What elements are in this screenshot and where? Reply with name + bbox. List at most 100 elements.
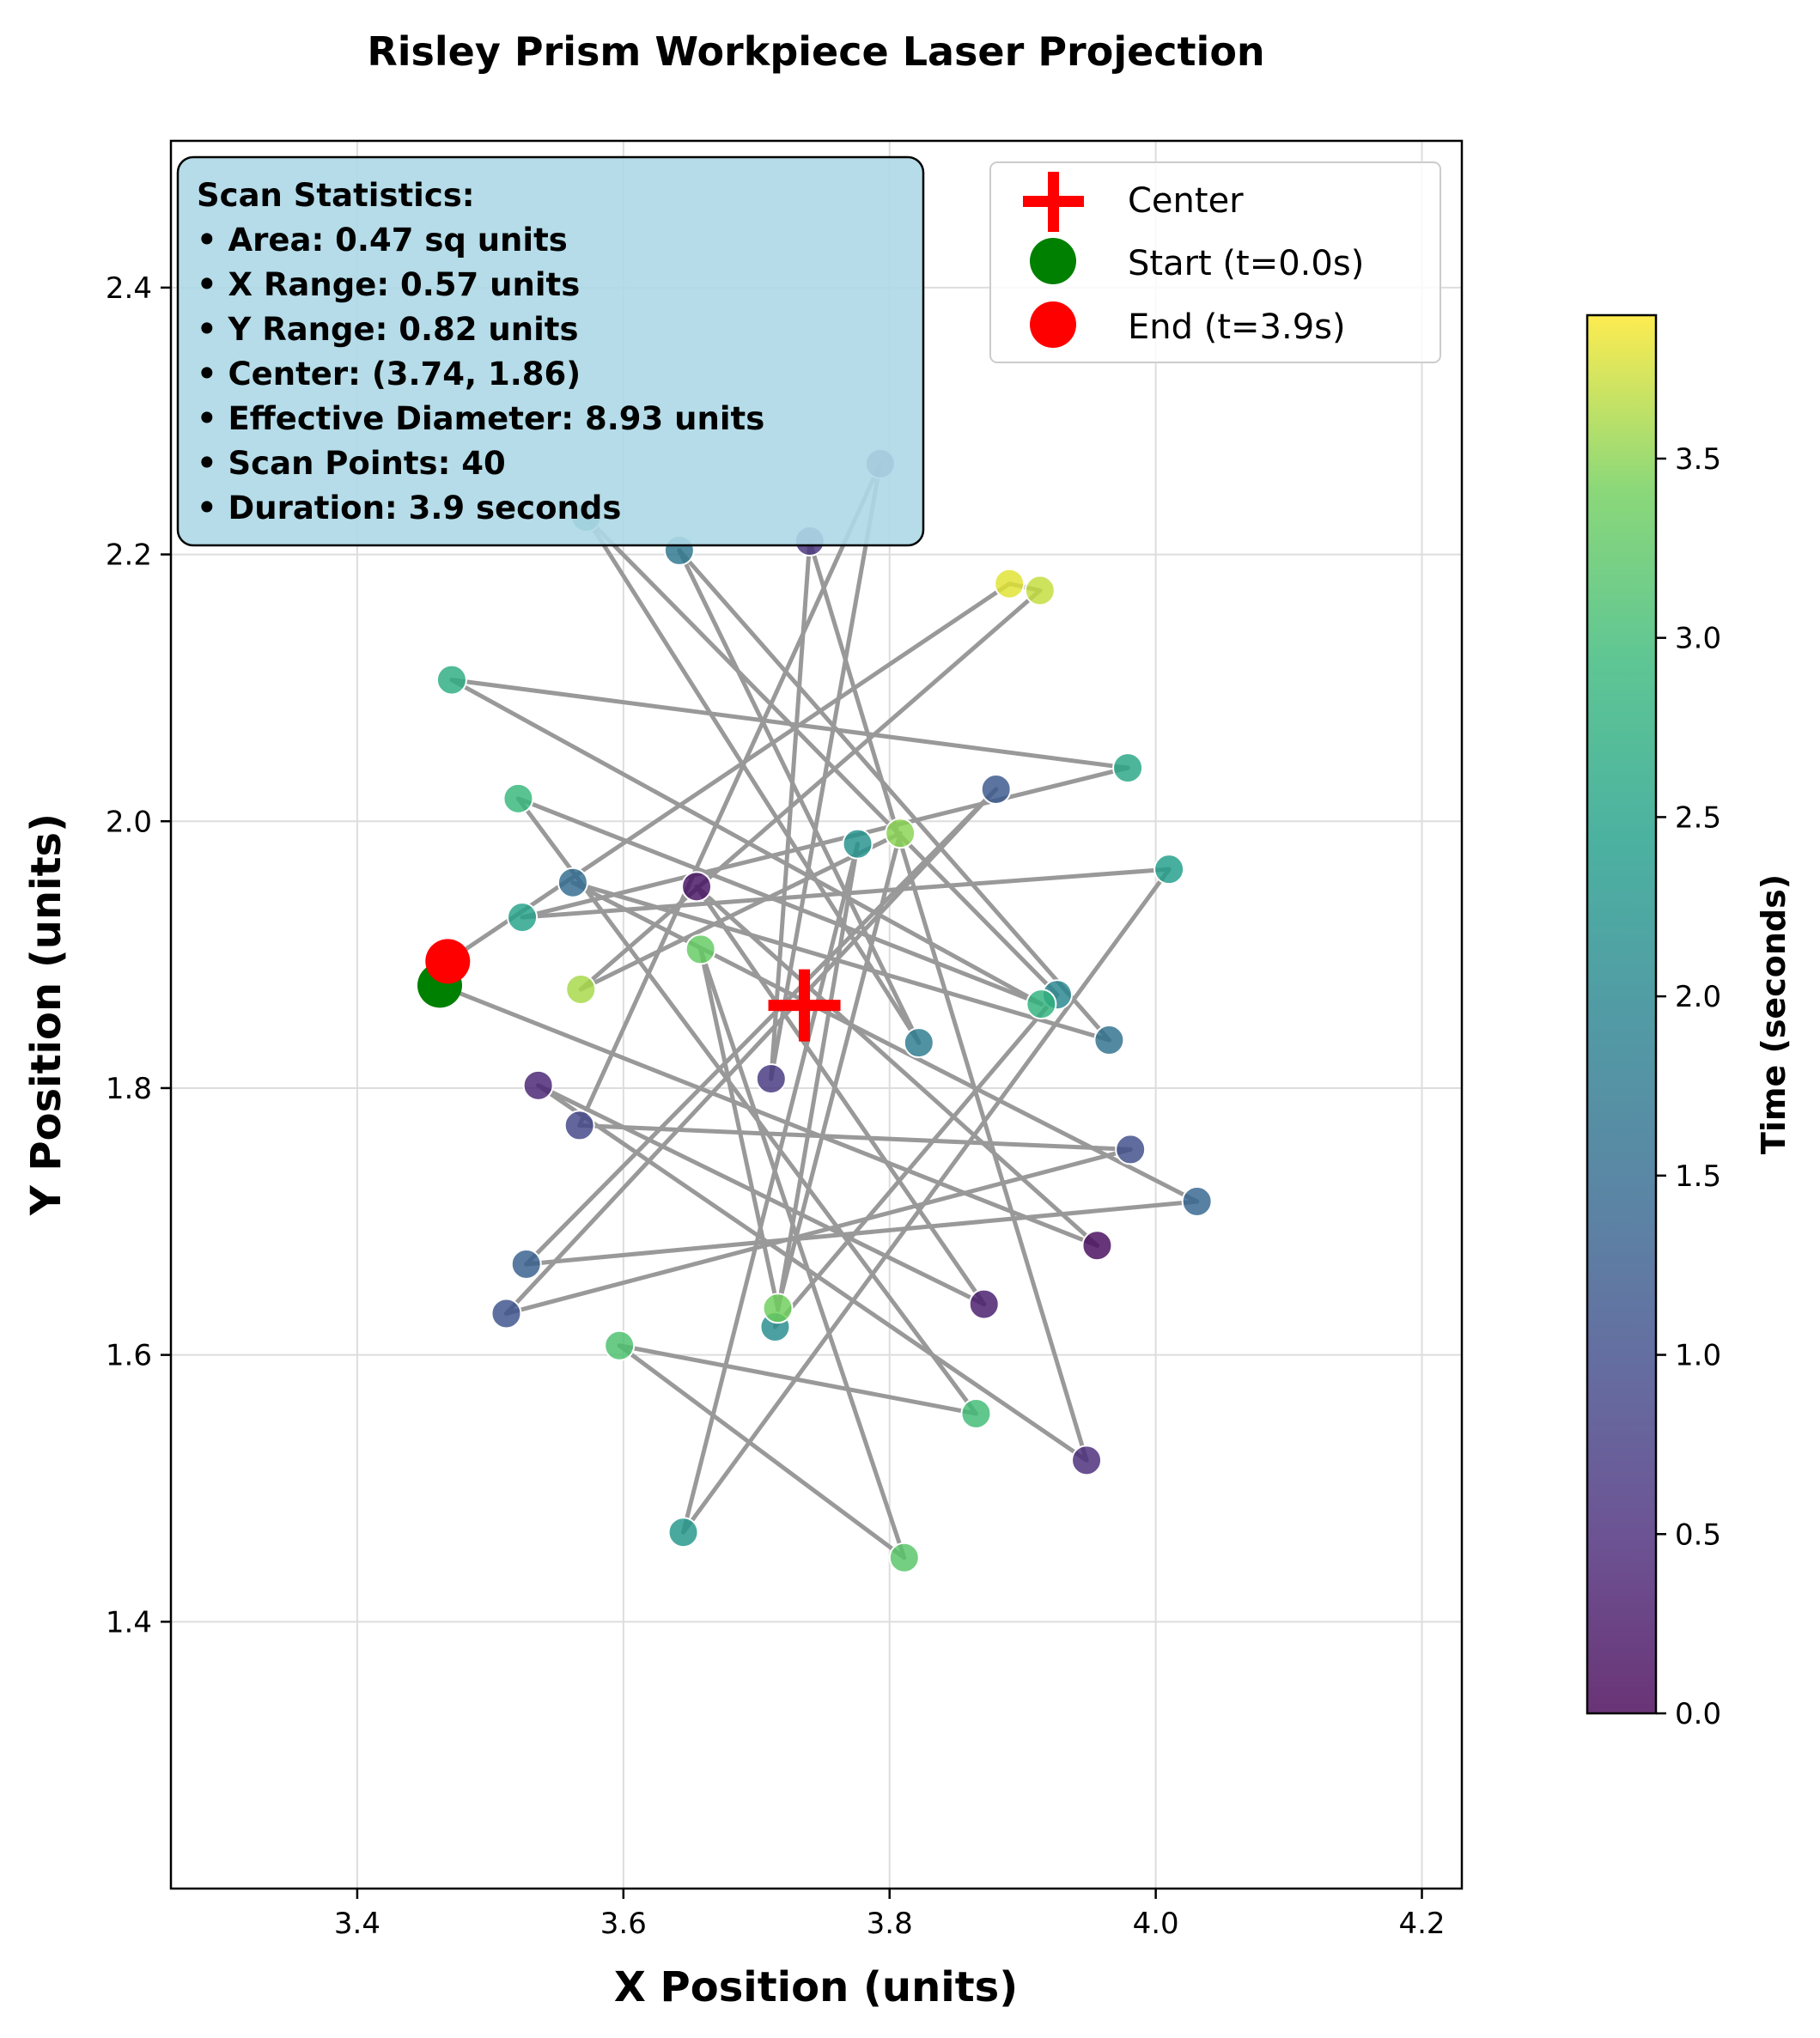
y-tick-label: 1.6	[106, 1339, 152, 1373]
colorbar-ticks: 0.0 0.5 1.0 1.5 2.0 2.5 3.0 3.5	[1656, 442, 1721, 1731]
colorbar-label: Time (seconds)	[1755, 874, 1793, 1154]
colorbar-tick-label: 0.5	[1675, 1518, 1721, 1552]
legend-center-marker	[1023, 172, 1084, 232]
colorbar-tick-label: 2.5	[1675, 800, 1721, 835]
scan-point	[968, 1288, 1000, 1320]
path-segment	[437, 982, 1099, 1248]
scan-point	[888, 1542, 920, 1573]
legend-label-center: Center	[1128, 181, 1244, 221]
legend: Center Start (t=0.0s) End (t=3.9s)	[989, 161, 1441, 363]
scan-point	[1112, 752, 1144, 784]
scan-point	[1093, 1025, 1125, 1056]
scan-point	[507, 902, 539, 934]
path-segment	[515, 796, 978, 1416]
path-segment	[503, 1147, 1133, 1316]
y-tick-label: 1.8	[106, 1072, 152, 1106]
path-segment	[698, 946, 907, 1560]
path-segment	[776, 830, 903, 1311]
end-marker	[425, 939, 471, 984]
legend-frame	[989, 161, 1441, 363]
path-segment	[524, 1199, 1200, 1267]
scan-point	[1081, 1230, 1113, 1262]
scan-point	[980, 773, 1012, 805]
path-segment	[570, 880, 1200, 1204]
scan-point	[755, 1063, 787, 1095]
legend-label-start: Start (t=0.0s)	[1128, 244, 1364, 283]
scan-point	[563, 1110, 595, 1141]
y-axis-ticks: 1.4 1.6 1.8 2.0 2.2 2.4	[106, 271, 171, 1640]
x-tick-label: 4.2	[1398, 1907, 1445, 1941]
path-segment	[677, 548, 922, 1045]
stats-box-background	[176, 155, 925, 547]
scan-point	[960, 1397, 992, 1429]
x-tick-label: 3.8	[867, 1907, 913, 1941]
path-segment	[520, 765, 1130, 920]
scan-path	[437, 461, 1200, 1560]
colorbar-tick-label: 0.0	[1675, 1697, 1721, 1731]
y-tick-label: 1.4	[106, 1605, 152, 1640]
path-segment	[445, 581, 1012, 964]
scan-point	[510, 1248, 542, 1280]
path-segment	[681, 842, 861, 1535]
path-segment	[583, 514, 922, 1045]
path-segment	[577, 1122, 1133, 1152]
scan-point	[681, 871, 713, 903]
scan-point	[1024, 575, 1056, 606]
path-segment	[520, 867, 1172, 920]
stats-line: • Effective Diameter: 8.93 units	[197, 400, 764, 437]
legend-end-marker	[1030, 301, 1076, 348]
colorbar: 0.0 0.5 1.0 1.5 2.0 2.5 3.0 3.5 Time (seconds)	[1586, 313, 1793, 1731]
path-segment	[536, 1083, 1089, 1463]
x-axis-ticks: 3.4 3.6 3.8 4.0 4.2	[334, 1889, 1446, 1941]
stats-box: Scan Statistics: • Area: 0.47 sq units •…	[176, 155, 925, 547]
path-segment	[583, 514, 1060, 997]
y-tick-label: 2.4	[106, 271, 152, 306]
colorbar-tick-label: 3.0	[1675, 622, 1721, 656]
scan-point	[994, 568, 1026, 599]
path-segment	[769, 461, 883, 1081]
y-tick-label: 2.0	[106, 805, 152, 839]
x-tick-label: 3.6	[600, 1907, 647, 1941]
scan-point	[502, 782, 534, 814]
stats-line: • Y Range: 0.82 units	[197, 311, 579, 348]
path-segment	[449, 678, 1044, 1007]
scan-point	[842, 828, 873, 860]
path-segment	[449, 678, 1130, 770]
path-segment	[772, 992, 1060, 1329]
stats-line: Scan Statistics:	[197, 177, 475, 214]
x-tick-label: 3.4	[334, 1907, 380, 1941]
path-segment	[515, 796, 1044, 1007]
scan-point	[885, 818, 916, 849]
scan-point	[1115, 1134, 1147, 1165]
y-axis-label: Y Position (units)	[22, 813, 70, 1216]
plot-frame	[169, 139, 1464, 1890]
path-segment	[807, 538, 1089, 1463]
scan-point	[490, 1298, 522, 1329]
path-segment	[578, 588, 1043, 992]
colorbar-tick-label: 1.5	[1675, 1159, 1721, 1194]
path-segment	[617, 1343, 978, 1416]
stats-line: • Center: (3.74, 1.86)	[197, 356, 581, 392]
path-segment	[524, 787, 999, 1267]
stats-line: • Duration: 3.9 seconds	[197, 490, 621, 526]
path-segment	[503, 787, 999, 1316]
colorbar-frame	[1586, 313, 1658, 1715]
scan-point	[1026, 989, 1057, 1020]
path-segment	[536, 1083, 987, 1307]
path-segment	[694, 884, 1099, 1248]
scan-point	[604, 1329, 636, 1361]
legend-label-end: End (t=3.9s)	[1128, 307, 1346, 347]
x-tick-label: 4.0	[1133, 1907, 1179, 1941]
path-segment	[694, 884, 987, 1307]
scan-point	[1071, 1445, 1103, 1476]
path-segment	[577, 461, 883, 1128]
scan-point	[565, 973, 597, 1005]
stats-line: • Scan Points: 40	[197, 445, 506, 482]
chart-title: Risley Prism Workpiece Laser Projection	[367, 28, 1264, 75]
colorbar-tick-label: 2.0	[1675, 980, 1721, 1014]
path-segment	[617, 1343, 907, 1560]
scan-point	[1153, 854, 1185, 885]
scan-point	[435, 664, 467, 696]
stats-line: • X Range: 0.57 units	[197, 266, 580, 303]
